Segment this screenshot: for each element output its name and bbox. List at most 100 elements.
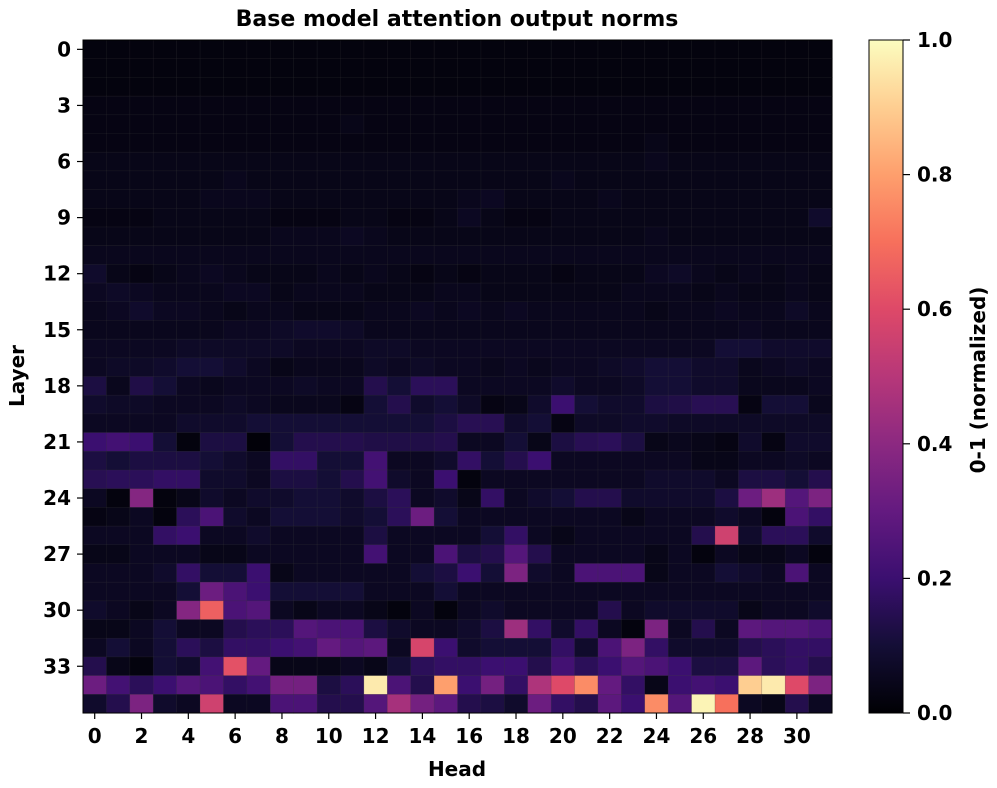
heatmap-cell <box>574 114 599 135</box>
heatmap-cell <box>504 637 529 658</box>
y-tick-label: 24 <box>43 486 71 510</box>
heatmap-cell <box>574 469 599 490</box>
heatmap-cell <box>667 656 693 677</box>
heatmap-cell <box>714 301 739 322</box>
heatmap-cell <box>738 619 763 639</box>
heatmap-cell <box>82 151 108 172</box>
heatmap-cell <box>106 338 131 359</box>
heatmap-cell <box>808 413 833 434</box>
heatmap-cell <box>597 619 622 639</box>
x-tick-label: 0 <box>88 724 102 748</box>
heatmap-cell <box>176 320 201 340</box>
heatmap-cell <box>340 282 365 303</box>
heatmap-cell <box>504 320 529 340</box>
heatmap-cell <box>410 338 435 359</box>
heatmap-cell <box>246 207 271 228</box>
heatmap-cell <box>574 357 599 378</box>
heatmap-cell <box>784 207 810 228</box>
heatmap-cell <box>223 525 248 546</box>
heatmap-cell <box>808 226 833 247</box>
heatmap-cell <box>269 151 295 172</box>
heatmap-cell <box>784 95 810 116</box>
heatmap-cell <box>457 544 482 565</box>
heatmap-cell <box>644 376 669 396</box>
heatmap-cell <box>644 432 669 452</box>
heatmap-cell <box>550 525 576 546</box>
heatmap-cell <box>246 151 271 172</box>
heatmap-cell <box>550 656 576 677</box>
heatmap-cell <box>644 544 669 565</box>
heatmap-cell <box>82 264 108 284</box>
heatmap-cell <box>480 58 505 78</box>
heatmap-cell <box>246 301 271 322</box>
heatmap-cell <box>574 151 599 172</box>
heatmap-cell <box>129 357 154 378</box>
heatmap-cell <box>386 544 412 565</box>
heatmap-cell <box>363 376 388 396</box>
heatmap-cell <box>269 432 295 452</box>
heatmap-cell <box>340 320 365 340</box>
heatmap-cell <box>269 264 295 284</box>
heatmap-cell <box>223 170 248 191</box>
y-tick-label: 9 <box>57 206 71 230</box>
heatmap-cell <box>738 432 763 452</box>
heatmap-cell <box>527 450 552 471</box>
heatmap-cell <box>129 189 154 209</box>
heatmap-cell <box>316 563 342 583</box>
heatmap-cell <box>480 338 505 359</box>
heatmap-cell <box>386 282 412 303</box>
heatmap-cell <box>597 114 622 135</box>
heatmap-cell <box>129 264 154 284</box>
heatmap-cell <box>691 264 716 284</box>
heatmap-cell <box>316 432 342 452</box>
x-tick-label: 10 <box>315 724 343 748</box>
heatmap-cell <box>269 507 295 527</box>
x-tick-label: 30 <box>783 724 811 748</box>
heatmap-cell <box>550 338 576 359</box>
heatmap-cell <box>269 189 295 209</box>
heatmap-cell <box>340 151 365 172</box>
heatmap-cell <box>363 357 388 378</box>
heatmap-cell <box>691 600 716 621</box>
heatmap-cell <box>738 114 763 135</box>
heatmap-cell <box>621 114 646 135</box>
heatmap-cell <box>621 619 646 639</box>
heatmap-cell <box>504 95 529 116</box>
heatmap-cell <box>597 338 622 359</box>
heatmap-cell <box>550 320 576 340</box>
heatmap-cell <box>269 95 295 116</box>
heatmap-cell <box>784 301 810 322</box>
heatmap-cell <box>714 77 739 97</box>
heatmap-cell <box>340 170 365 191</box>
heatmap-cell <box>246 226 271 247</box>
heatmap-cell <box>340 301 365 322</box>
heatmap-cell <box>761 656 786 677</box>
heatmap-cell <box>504 133 529 153</box>
heatmap-cell <box>199 637 225 658</box>
heatmap-cell <box>199 507 225 527</box>
heatmap-cell <box>691 58 716 78</box>
heatmap-cell <box>480 301 505 322</box>
heatmap-cell <box>714 525 739 546</box>
heatmap-cell <box>480 77 505 97</box>
heatmap-cell <box>574 207 599 228</box>
heatmap-cell <box>504 282 529 303</box>
heatmap-cell <box>644 656 669 677</box>
heatmap-cell <box>129 507 154 527</box>
heatmap-cell <box>199 95 225 116</box>
heatmap-cell <box>316 264 342 284</box>
heatmap-cell <box>574 77 599 97</box>
heatmap-cell <box>363 488 388 508</box>
heatmap-cell <box>433 58 459 78</box>
heatmap-cell <box>152 394 178 415</box>
heatmap-cell <box>667 675 693 695</box>
heatmap-cell <box>269 394 295 415</box>
heatmap-cell <box>597 170 622 191</box>
heatmap-cell <box>433 245 459 265</box>
heatmap-cell <box>550 114 576 135</box>
heatmap-cell <box>574 320 599 340</box>
heatmap-cell <box>550 170 576 191</box>
heatmap-cell <box>293 694 318 714</box>
heatmap-cell <box>106 675 131 695</box>
heatmap-cell <box>433 581 459 602</box>
